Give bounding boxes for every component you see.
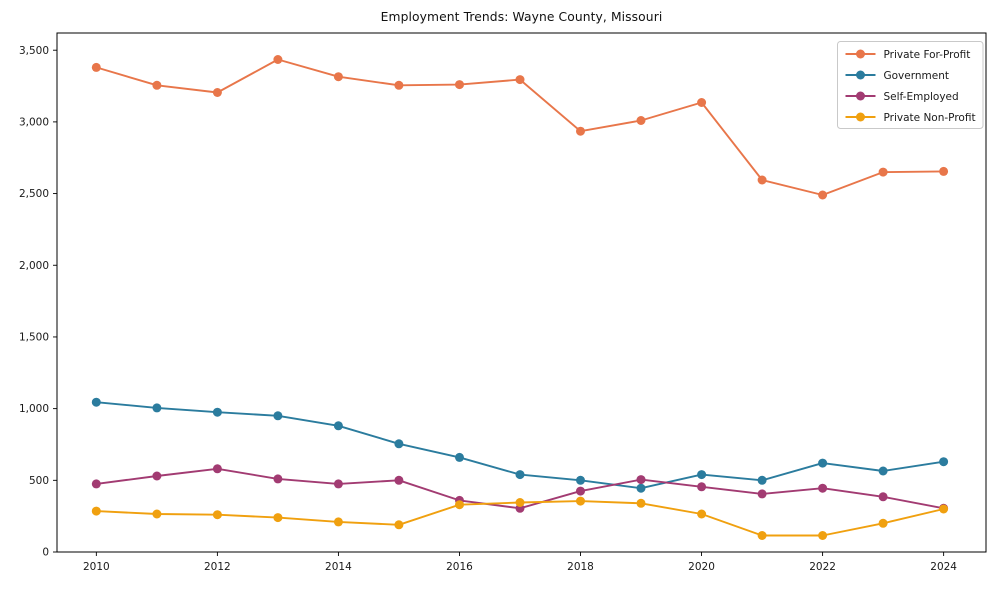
- series-private-non-profit: [91, 496, 949, 540]
- x-tick-label: 2012: [204, 561, 231, 573]
- point-private-non-profit-2014: [333, 517, 343, 527]
- y-axis: 0 500 1,000 1,500 2,000 2,500 3,000 3,500: [19, 45, 57, 559]
- x-axis: 2010 2012 2014 2016 2018 2020 2022 2024: [83, 552, 957, 573]
- point-government-2019: [636, 483, 646, 493]
- point-private-non-profit-2013: [273, 513, 283, 523]
- x-tick-label: 2020: [688, 561, 715, 573]
- point-self-employed-2014: [333, 479, 343, 489]
- x-tick-label: 2010: [83, 561, 110, 573]
- y-tick-label: 500: [29, 475, 49, 487]
- point-private-for-profit-2010: [91, 62, 101, 72]
- x-tick-label: 2016: [446, 561, 473, 573]
- point-government-2021: [757, 475, 767, 485]
- point-private-for-profit-2023: [878, 167, 888, 177]
- point-private-non-profit-2018: [576, 496, 585, 506]
- point-private-for-profit-2018: [576, 126, 585, 136]
- point-government-2013: [273, 411, 283, 421]
- point-government-2012: [212, 407, 222, 417]
- point-private-non-profit-2023: [878, 518, 888, 528]
- y-tick-label: 2,000: [19, 260, 49, 272]
- point-self-employed-2020: [697, 482, 707, 492]
- legend-marker-self-employed: [856, 91, 865, 101]
- point-self-employed-2018: [576, 486, 585, 496]
- point-government-2017: [515, 470, 525, 480]
- legend-label: Self-Employed: [884, 91, 959, 103]
- legend-label: Government: [884, 70, 949, 82]
- legend-item-government: Government: [845, 70, 949, 82]
- point-self-employed-2015: [394, 475, 404, 485]
- point-government-2015: [394, 439, 404, 449]
- point-government-2014: [333, 421, 343, 431]
- point-self-employed-2022: [818, 483, 828, 493]
- x-tick-label: 2024: [930, 561, 957, 573]
- legend-marker-private-for-profit: [856, 49, 865, 59]
- point-self-employed-2019: [636, 475, 646, 485]
- point-private-for-profit-2016: [455, 80, 464, 90]
- series-government: [91, 397, 949, 493]
- x-tick-label: 2014: [325, 561, 352, 573]
- point-private-for-profit-2022: [818, 190, 828, 200]
- legend-item-self-employed: Self-Employed: [845, 91, 959, 103]
- point-private-for-profit-2012: [212, 88, 222, 97]
- point-private-non-profit-2015: [394, 520, 404, 530]
- point-private-for-profit-2013: [273, 55, 283, 64]
- chart-title: Employment Trends: Wayne County, Missour…: [380, 10, 663, 24]
- point-private-for-profit-2021: [757, 175, 767, 185]
- point-self-employed-2013: [273, 474, 283, 484]
- x-tick-label: 2022: [809, 561, 836, 573]
- point-government-2016: [455, 452, 464, 462]
- point-private-non-profit-2019: [636, 498, 646, 508]
- point-private-non-profit-2011: [152, 509, 162, 519]
- point-private-for-profit-2024: [939, 166, 949, 176]
- point-private-non-profit-2020: [697, 509, 707, 519]
- point-private-for-profit-2017: [515, 75, 525, 85]
- point-self-employed-2010: [91, 479, 101, 489]
- point-private-non-profit-2012: [212, 510, 222, 520]
- legend: Private For-Profit Government Self-Employe…: [837, 41, 984, 129]
- point-private-for-profit-2014: [333, 72, 343, 82]
- legend-item-private-for-profit: Private For-Profit: [845, 49, 971, 61]
- point-government-2020: [697, 470, 707, 480]
- legend-item-private-non-profit: Private Non-Profit: [845, 112, 976, 124]
- y-tick-label: 0: [42, 547, 49, 559]
- legend-box: [837, 41, 984, 129]
- point-government-2010: [91, 397, 101, 407]
- point-government-2011: [152, 403, 162, 413]
- series-private-for-profit: [91, 55, 949, 200]
- point-private-for-profit-2011: [152, 80, 162, 90]
- point-self-employed-2012: [212, 464, 222, 474]
- y-tick-label: 1,500: [19, 332, 49, 344]
- point-self-employed-2021: [757, 489, 767, 499]
- axes-spines: [56, 32, 987, 553]
- legend-label: Private For-Profit: [884, 49, 971, 61]
- point-government-2022: [818, 458, 828, 468]
- y-tick-label: 2,500: [19, 188, 49, 200]
- point-private-non-profit-2010: [91, 506, 101, 516]
- point-self-employed-2023: [878, 492, 888, 502]
- legend-label: Private Non-Profit: [884, 112, 976, 124]
- y-tick-label: 3,500: [19, 45, 49, 57]
- legend-marker-private-non-profit: [856, 112, 865, 122]
- point-private-for-profit-2015: [394, 80, 404, 90]
- x-tick-label: 2018: [567, 561, 594, 573]
- point-private-non-profit-2022: [818, 531, 828, 540]
- point-private-non-profit-2017: [515, 498, 525, 507]
- y-tick-label: 1,000: [19, 403, 49, 415]
- point-government-2023: [878, 466, 888, 476]
- point-private-for-profit-2020: [697, 98, 707, 107]
- point-government-2018: [576, 475, 585, 485]
- point-self-employed-2011: [152, 471, 162, 481]
- y-tick-label: 3,000: [19, 116, 49, 128]
- point-private-for-profit-2019: [636, 116, 646, 125]
- point-private-non-profit-2016: [455, 500, 464, 510]
- point-private-non-profit-2024: [939, 504, 949, 514]
- legend-marker-government: [856, 70, 865, 80]
- point-government-2024: [939, 457, 949, 467]
- point-private-non-profit-2021: [757, 531, 767, 540]
